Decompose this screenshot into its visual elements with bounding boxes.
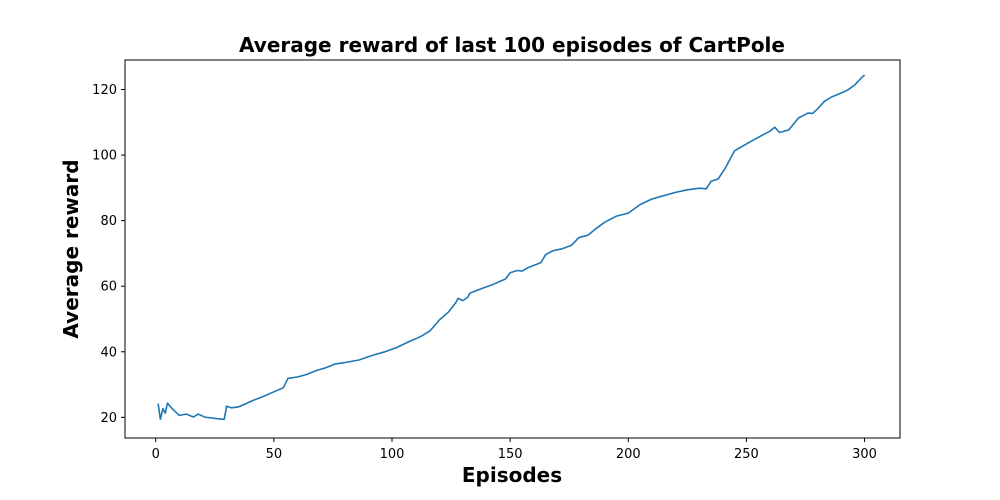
x-tick-label: 50 [266,447,283,462]
chart-title: Average reward of last 100 episodes of C… [239,33,785,57]
x-tick-label: 200 [616,447,641,462]
plot-area [124,59,901,439]
x-tick-label: 250 [734,447,759,462]
y-axis: 20 40 60 80 100 120 [92,83,125,426]
y-tick-label: 100 [92,149,117,164]
x-tick-label: 0 [152,447,160,462]
y-tick-label: 80 [100,214,117,229]
series-layer [157,74,866,421]
y-tick-label: 60 [100,280,117,295]
x-axis-label: Episodes [462,463,562,487]
plot-frame [124,59,901,439]
y-axis-label: Average reward [59,159,83,338]
y-tick-label: 20 [100,411,117,426]
y-tick-label: 40 [100,345,117,360]
series-line [157,74,866,421]
x-tick-label: 150 [498,447,523,462]
x-axis: 0 50 100 150 200 250 300 [152,438,877,462]
y-tick-label: 120 [92,83,117,98]
x-tick-label: 100 [380,447,405,462]
x-tick-label: 300 [852,447,877,462]
